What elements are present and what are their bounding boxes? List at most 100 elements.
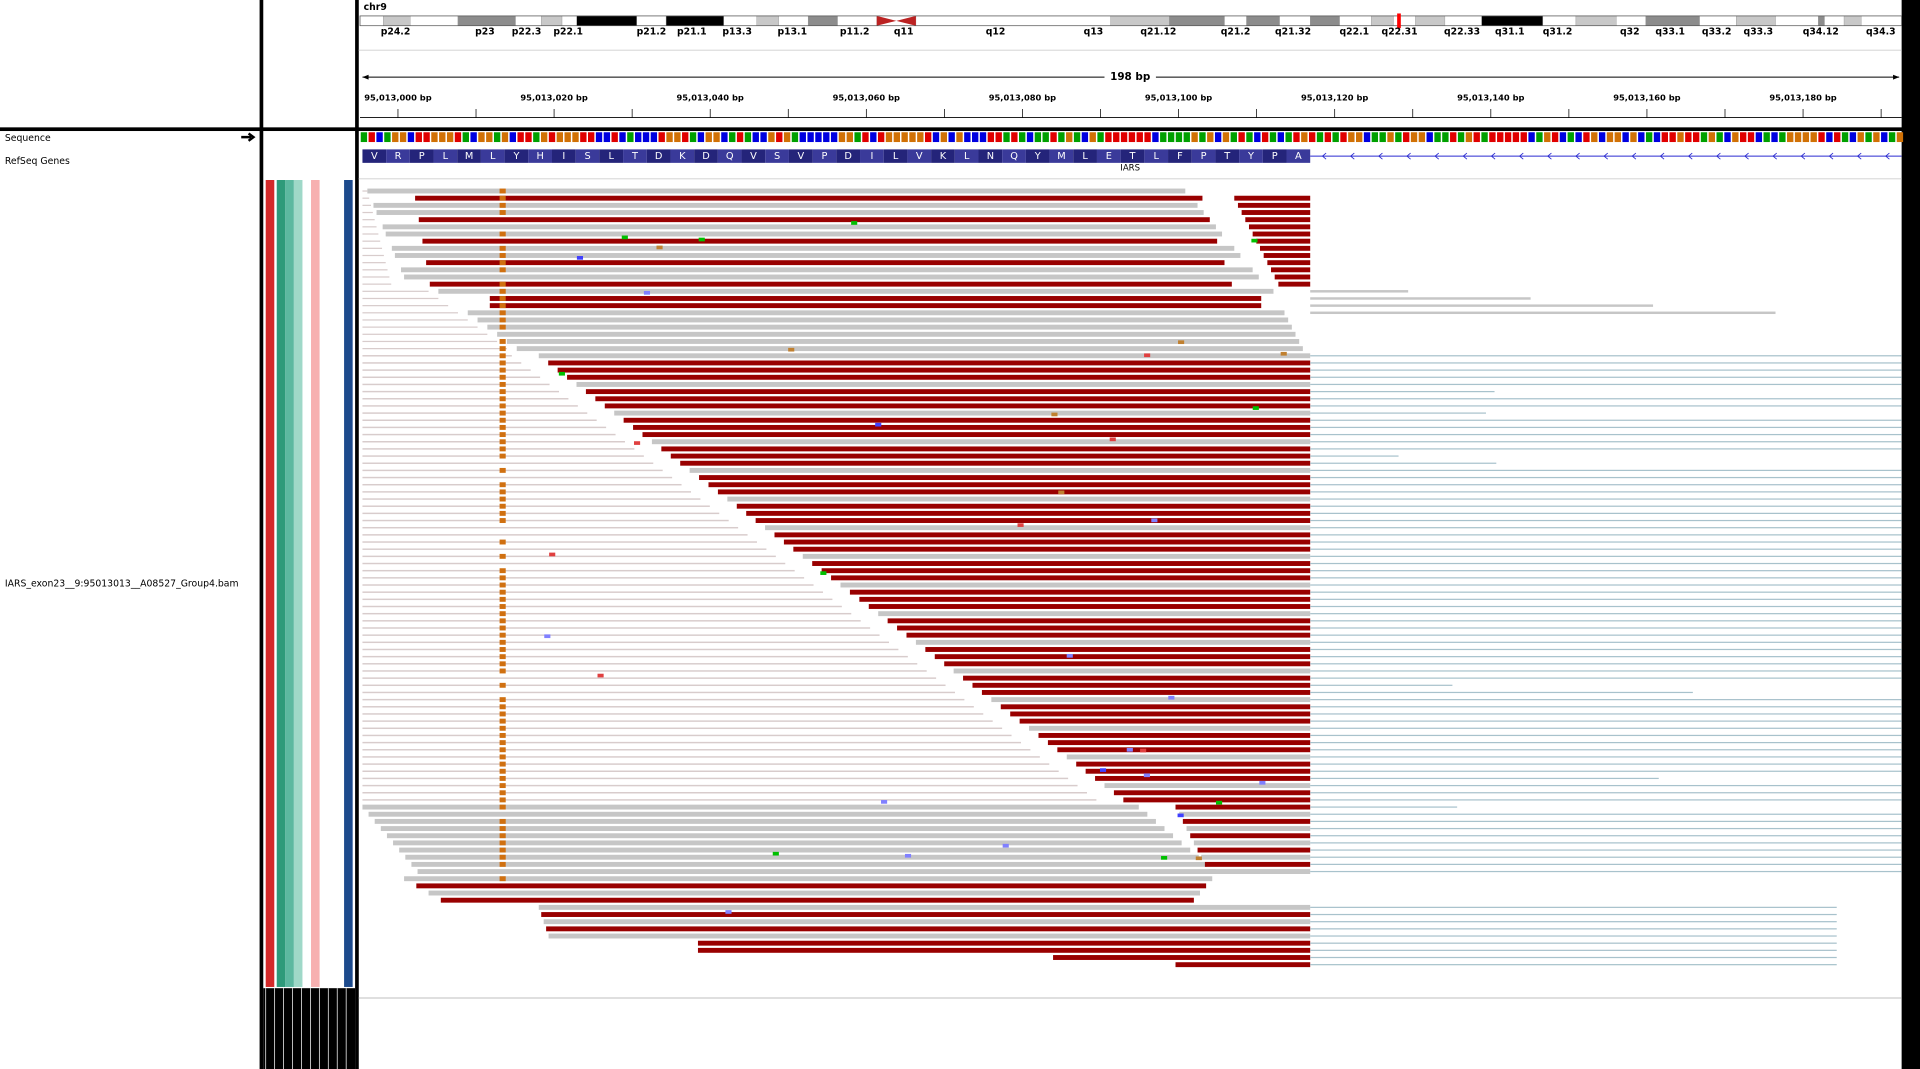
- base: [1591, 132, 1598, 143]
- base: [1512, 132, 1520, 143]
- read: [1310, 684, 1453, 686]
- read: [1310, 627, 1902, 629]
- read: [548, 360, 1311, 366]
- read: [1123, 797, 1311, 803]
- strand-chevron: [1828, 152, 1834, 160]
- strand-chevron: [1687, 152, 1693, 160]
- base: [478, 132, 485, 143]
- base: [870, 132, 877, 143]
- track-name: Sequence: [5, 133, 51, 144]
- amino-acid: V: [371, 151, 378, 162]
- base: [1348, 132, 1355, 143]
- read: [576, 381, 1311, 387]
- read: [506, 339, 1300, 344]
- amino-acid: P: [822, 151, 828, 162]
- read: [386, 833, 1174, 839]
- read: [362, 548, 767, 550]
- read: [1310, 562, 1902, 565]
- mismatch: [1143, 773, 1150, 778]
- cytoband: [383, 15, 411, 26]
- read: [362, 641, 889, 644]
- read: [1241, 210, 1311, 215]
- base: [462, 132, 469, 143]
- base: [1818, 132, 1825, 143]
- mismatch: [499, 202, 506, 208]
- mismatch: [1168, 695, 1175, 700]
- read: [661, 446, 1311, 452]
- mismatch: [499, 661, 506, 667]
- mismatch: [772, 851, 779, 856]
- base: [1058, 132, 1065, 143]
- read: [793, 546, 1311, 552]
- mismatch: [499, 568, 506, 574]
- read: [362, 190, 368, 192]
- divider: [355, 0, 359, 1069]
- mismatch: [1280, 351, 1287, 356]
- cytoband: [1481, 15, 1544, 26]
- cytoband-label: q34.12: [1803, 26, 1839, 37]
- cytoband-label: q11: [894, 26, 914, 37]
- strand-chevron: [1321, 152, 1327, 160]
- read: [633, 424, 1311, 430]
- cytoband: [1542, 15, 1577, 26]
- base: [1081, 132, 1089, 143]
- read: [1310, 548, 1902, 550]
- amino-acid: D: [655, 151, 663, 162]
- read: [1085, 768, 1311, 774]
- read: [438, 288, 1274, 294]
- base: [1238, 132, 1245, 143]
- mismatch: [499, 518, 506, 523]
- read: [426, 260, 1225, 266]
- attribute-cell: [344, 180, 353, 987]
- read: [1310, 484, 1902, 486]
- read: [1310, 555, 1902, 557]
- mismatch: [1002, 843, 1009, 848]
- mismatch: [499, 553, 506, 559]
- cytoband-label: p21.1: [677, 26, 707, 37]
- read: [362, 627, 871, 629]
- read: [362, 483, 682, 486]
- amino-acid: Q: [1010, 151, 1018, 162]
- mismatch: [499, 424, 506, 430]
- base: [1888, 132, 1896, 143]
- base: [1183, 132, 1190, 143]
- codon: [741, 149, 766, 163]
- mismatch: [1126, 747, 1133, 752]
- cytoband: [1279, 15, 1311, 26]
- mismatch: [499, 861, 506, 867]
- mismatch: [643, 291, 651, 295]
- read: [1310, 741, 1902, 744]
- base: [407, 132, 415, 143]
- cytoband-label: q21.2: [1221, 26, 1251, 37]
- amino-acid: T: [1129, 151, 1136, 162]
- read: [1310, 383, 1902, 386]
- amino-acid: A: [1295, 151, 1302, 162]
- base: [1222, 132, 1230, 143]
- mismatch: [499, 697, 506, 703]
- read: [897, 625, 1311, 631]
- mismatch: [499, 840, 506, 846]
- base: [548, 132, 556, 143]
- mismatch: [499, 761, 506, 767]
- read: [1310, 527, 1902, 529]
- mismatch: [499, 611, 506, 617]
- cytoband-label: q12: [986, 26, 1006, 37]
- codon: [765, 149, 789, 163]
- read: [362, 433, 616, 436]
- base: [1450, 132, 1457, 143]
- base: [689, 132, 697, 143]
- read: [1310, 842, 1902, 844]
- base: [956, 132, 963, 143]
- mismatch: [499, 783, 506, 789]
- base: [964, 132, 971, 143]
- base: [1614, 132, 1621, 143]
- cytoband: [1645, 15, 1700, 26]
- read: [585, 389, 1311, 395]
- codon: [1168, 149, 1192, 163]
- base: [454, 132, 462, 143]
- mismatch: [1099, 768, 1107, 772]
- read: [1310, 598, 1902, 600]
- base: [1747, 132, 1755, 143]
- read: [1197, 847, 1311, 853]
- amino-acid: M: [1057, 151, 1065, 162]
